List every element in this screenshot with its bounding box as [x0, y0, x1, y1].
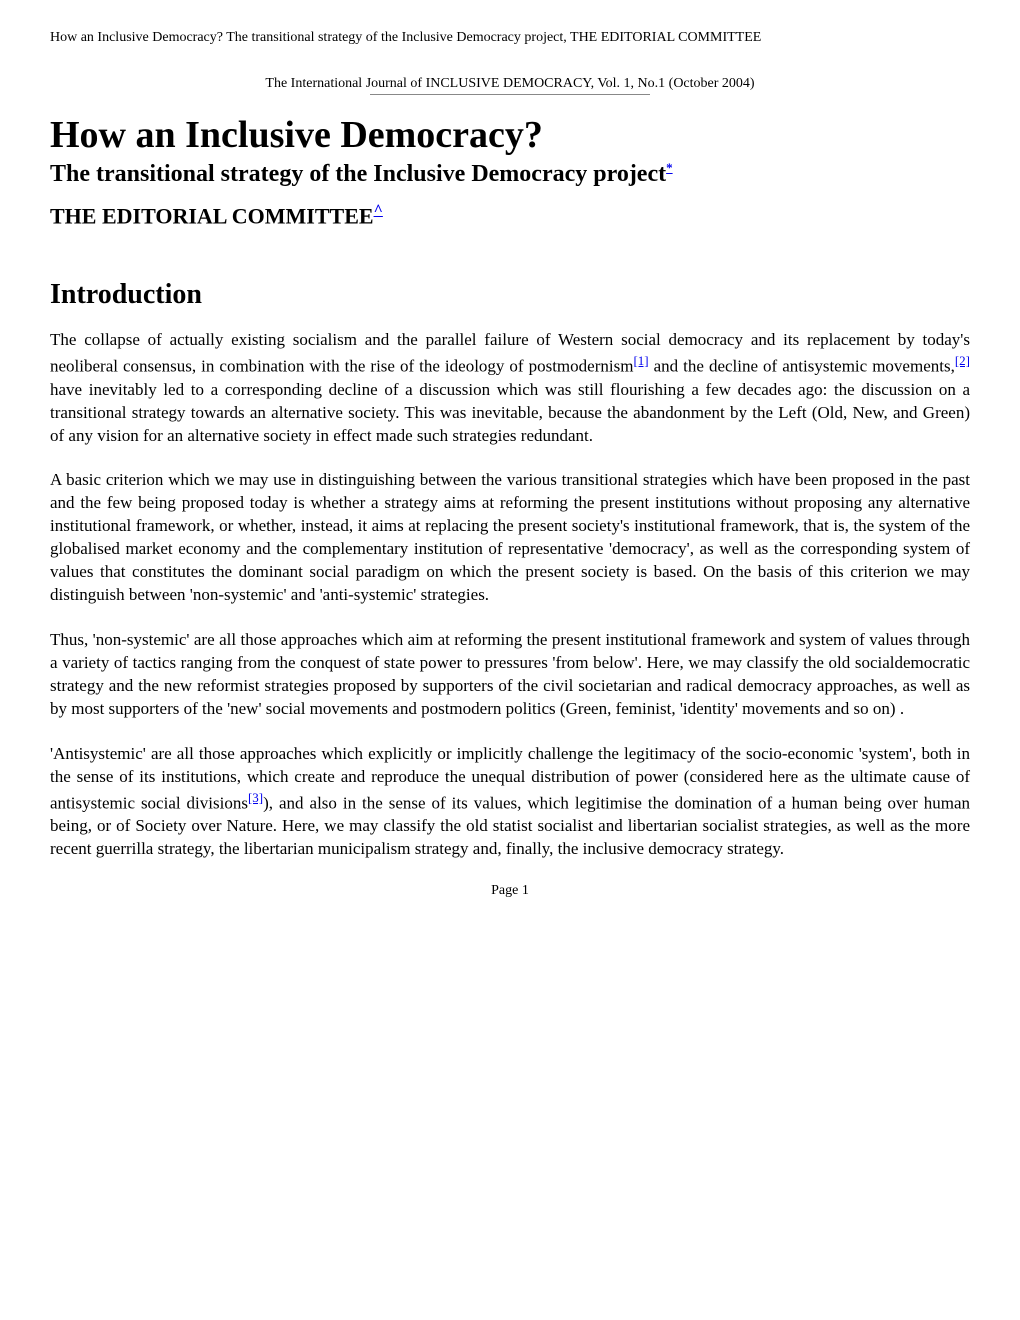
footnote-ref-3[interactable]: [3]: [248, 790, 263, 805]
footnote-asterisk-link[interactable]: *: [666, 160, 673, 175]
para1-part-b: and the decline of antisystemic movement…: [649, 357, 955, 376]
journal-citation: The International Journal of INCLUSIVE D…: [50, 76, 970, 92]
para1-part-c: have inevitably led to a corresponding d…: [50, 380, 970, 445]
section-heading-introduction: Introduction: [50, 279, 970, 311]
author-line: THE EDITORIAL COMMITTEE^: [50, 202, 970, 229]
paragraph-3: Thus, 'non-systemic' are all those appro…: [50, 629, 970, 721]
subtitle-text: The transitional strategy of the Inclusi…: [50, 161, 666, 187]
author-caret-link[interactable]: ^: [374, 202, 383, 219]
journal-rule: [370, 94, 650, 95]
paragraph-2: A basic criterion which we may use in di…: [50, 469, 970, 607]
article-title: How an Inclusive Democracy?: [50, 113, 970, 159]
article-subtitle: The transitional strategy of the Inclusi…: [50, 159, 970, 190]
paragraph-4: 'Antisystemic' are all those approaches …: [50, 743, 970, 861]
footnote-ref-2[interactable]: [2]: [955, 353, 970, 368]
paragraph-1: The collapse of actually existing social…: [50, 329, 970, 447]
author-name: THE EDITORIAL COMMITTEE: [50, 203, 374, 228]
document-page: How an Inclusive Democracy? The transiti…: [0, 0, 1020, 919]
running-header: How an Inclusive Democracy? The transiti…: [50, 30, 970, 46]
page-number: Page 1: [50, 883, 970, 899]
footnote-ref-1[interactable]: [1]: [633, 353, 648, 368]
